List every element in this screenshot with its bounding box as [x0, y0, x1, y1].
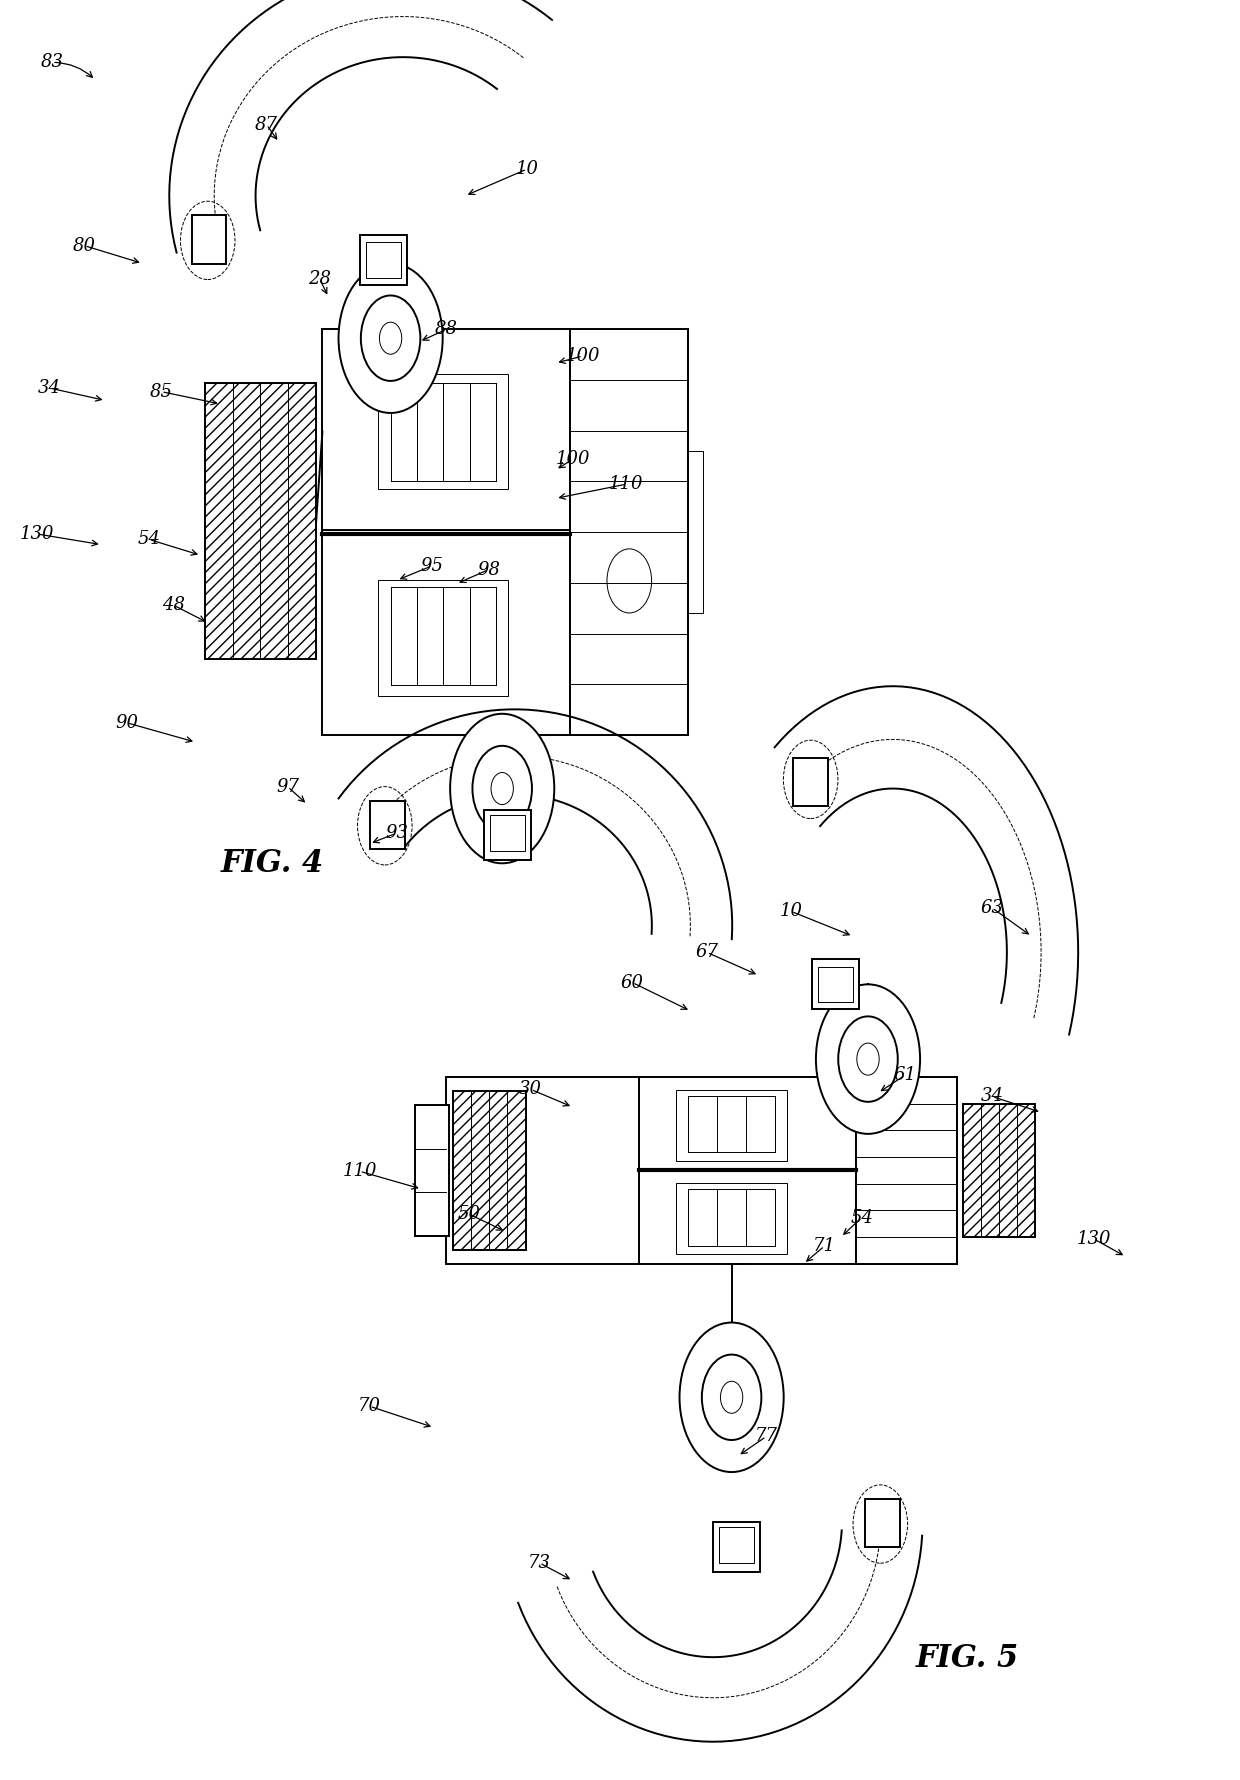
Text: 110: 110: [342, 1162, 377, 1180]
Text: 90: 90: [115, 714, 138, 732]
Text: 100: 100: [565, 347, 600, 365]
Bar: [378, 580, 508, 696]
Text: 83: 83: [41, 53, 63, 71]
Text: 85: 85: [150, 383, 172, 400]
Bar: [205, 383, 316, 659]
Bar: [370, 801, 404, 849]
Bar: [688, 1189, 775, 1246]
Bar: [963, 1104, 1035, 1237]
Bar: [570, 329, 688, 735]
Bar: [453, 1091, 526, 1250]
Bar: [713, 1522, 760, 1572]
Bar: [676, 1184, 787, 1255]
Text: 93: 93: [386, 824, 408, 842]
Text: 71: 71: [813, 1237, 836, 1255]
Text: 34: 34: [981, 1088, 1003, 1105]
Bar: [322, 329, 570, 534]
Text: 30: 30: [520, 1080, 542, 1098]
Text: 100: 100: [556, 450, 590, 468]
Bar: [794, 758, 828, 806]
Text: 98: 98: [477, 561, 500, 579]
Bar: [322, 530, 570, 735]
Text: 54: 54: [138, 530, 160, 548]
Bar: [688, 1096, 775, 1152]
Text: 34: 34: [38, 379, 61, 397]
Bar: [391, 587, 496, 685]
Bar: [639, 1077, 856, 1171]
Text: 80: 80: [73, 237, 95, 255]
Text: 95: 95: [420, 557, 443, 575]
Bar: [490, 815, 525, 851]
Circle shape: [680, 1323, 784, 1472]
Text: 130: 130: [1076, 1230, 1111, 1248]
Text: 87: 87: [255, 116, 278, 134]
Text: 60: 60: [621, 974, 644, 991]
Bar: [453, 1091, 526, 1250]
Bar: [818, 967, 853, 1002]
Bar: [856, 1077, 957, 1264]
Text: 70: 70: [358, 1397, 381, 1415]
Bar: [676, 1089, 787, 1161]
Text: 28: 28: [309, 271, 331, 288]
Text: 88: 88: [435, 320, 458, 338]
Text: 67: 67: [696, 943, 718, 961]
Bar: [446, 1077, 639, 1264]
Bar: [366, 242, 401, 278]
Text: 10: 10: [780, 902, 802, 920]
Text: 97: 97: [277, 778, 299, 796]
Text: 130: 130: [20, 525, 55, 543]
Text: FIG. 4: FIG. 4: [221, 847, 325, 879]
Bar: [866, 1499, 900, 1547]
Circle shape: [816, 984, 920, 1134]
Bar: [360, 235, 407, 285]
Text: 73: 73: [528, 1554, 551, 1572]
Circle shape: [450, 714, 554, 863]
Text: 61: 61: [894, 1066, 916, 1084]
Bar: [812, 959, 859, 1009]
Bar: [484, 810, 531, 860]
Text: 10: 10: [516, 160, 538, 178]
Bar: [688, 450, 703, 614]
Bar: [719, 1527, 754, 1563]
Bar: [192, 215, 227, 263]
Bar: [378, 374, 508, 490]
Text: 54: 54: [851, 1209, 873, 1226]
Bar: [391, 383, 496, 481]
Text: 110: 110: [609, 475, 644, 493]
Text: FIG. 5: FIG. 5: [915, 1643, 1019, 1675]
Circle shape: [339, 263, 443, 413]
Bar: [639, 1171, 856, 1264]
Text: 77: 77: [755, 1428, 777, 1445]
Bar: [963, 1104, 1035, 1237]
Bar: [205, 383, 316, 659]
Bar: [415, 1105, 449, 1235]
Text: 48: 48: [162, 596, 185, 614]
Text: 63: 63: [981, 899, 1003, 917]
Text: 50: 50: [458, 1205, 480, 1223]
